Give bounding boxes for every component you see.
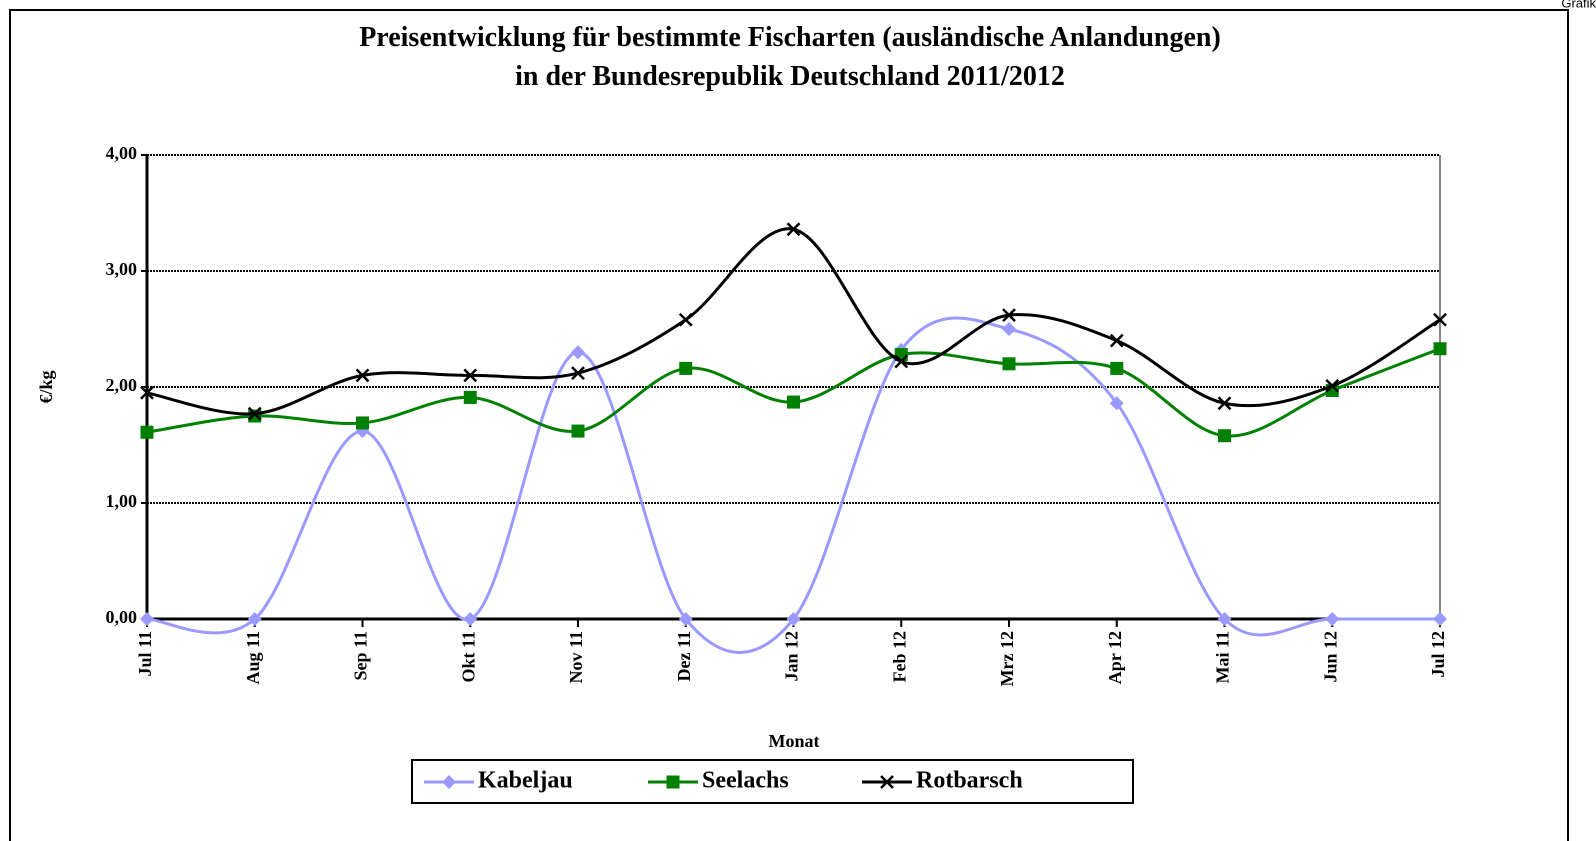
- marker: [786, 612, 801, 626]
- marker: [247, 612, 262, 626]
- marker: [1002, 322, 1016, 336]
- x-tick-label: Mai 11: [1213, 631, 1233, 684]
- x-tick-label: Sep 11: [351, 631, 371, 681]
- x-tick-label: Aug 11: [243, 631, 263, 685]
- y-tick-label: 3,00: [106, 259, 138, 279]
- marker: [678, 612, 693, 626]
- marker: [571, 366, 585, 380]
- legend-label: Seelachs: [702, 768, 789, 794]
- marker: [463, 612, 478, 626]
- x-tick-label: Jul 11: [135, 631, 155, 677]
- marker: [140, 425, 154, 439]
- x-tick-label: Apr 12: [1105, 631, 1125, 684]
- marker: [442, 775, 456, 789]
- x-tick-label: Okt 11: [458, 631, 478, 683]
- marker: [1433, 342, 1447, 356]
- marker: [679, 361, 693, 375]
- marker: [1325, 612, 1340, 626]
- marker: [247, 406, 262, 421]
- y-tick-label: 4,00: [106, 143, 138, 163]
- x-tick-label: Jan 12: [782, 631, 802, 682]
- x-tick-label: Dez 11: [674, 631, 694, 681]
- x-tick-label: Mrz 12: [997, 631, 1017, 686]
- y-tick-label: 0,00: [106, 607, 138, 627]
- legend-label: Kabeljau: [478, 768, 573, 794]
- legend-label: Rotbarsch: [916, 768, 1023, 794]
- marker: [463, 390, 477, 404]
- marker: [1002, 357, 1016, 371]
- x-axis-label: Monat: [769, 731, 820, 751]
- marker: [1217, 396, 1232, 411]
- marker: [666, 775, 680, 789]
- y-tick-label: 1,00: [106, 491, 138, 511]
- marker: [1109, 333, 1124, 348]
- x-tick-label: Nov 11: [566, 631, 586, 684]
- marker: [140, 612, 154, 626]
- marker: [1218, 429, 1231, 443]
- x-tick-label: Jun 12: [1320, 631, 1340, 683]
- marker: [786, 222, 801, 237]
- marker: [1109, 396, 1124, 411]
- marker: [787, 395, 800, 409]
- marker: [463, 368, 478, 383]
- marker: [140, 385, 154, 400]
- chart-frame: [9, 9, 1569, 841]
- chart-subtitle: in der Bundesrepublik Deutschland 2011/2…: [515, 61, 1065, 92]
- x-tick-label: Jul 12: [1428, 631, 1448, 678]
- marker: [356, 416, 369, 430]
- marker: [1002, 308, 1016, 322]
- chart-title: Preisentwicklung für bestimmte Fischarte…: [359, 22, 1221, 53]
- marker: [571, 345, 585, 360]
- marker: [894, 354, 909, 369]
- marker: [248, 409, 262, 423]
- marker: [880, 775, 894, 789]
- marker: [571, 424, 585, 438]
- marker: [1217, 612, 1232, 626]
- x-tick-label: Feb 12: [889, 631, 909, 683]
- series-line: [146, 316, 1440, 654]
- marker: [678, 312, 693, 327]
- corner-label: Grafik: [1561, 0, 1596, 10]
- marker: [1325, 378, 1340, 393]
- marker: [355, 368, 370, 383]
- marker: [1433, 612, 1447, 626]
- y-axis-label: €/kg: [36, 370, 56, 403]
- series-line: [146, 347, 1441, 438]
- y-tick-label: 2,00: [106, 375, 138, 395]
- marker: [1433, 312, 1447, 327]
- legend-box: [411, 759, 1134, 804]
- marker: [1110, 361, 1124, 375]
